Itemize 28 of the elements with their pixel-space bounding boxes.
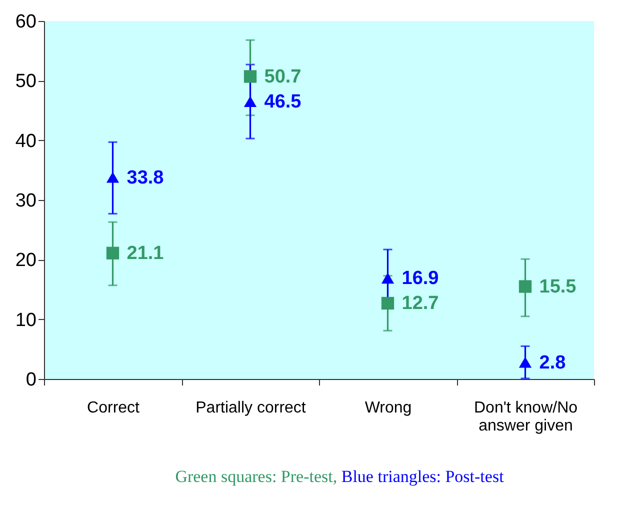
x-tick-label: Don't know/No answer given <box>474 400 578 434</box>
data-label: 33.8 <box>126 167 164 188</box>
legend-caption: Green squares: Pre-test, Blue triangles: Post-test <box>174 467 505 487</box>
y-tick-label: 30 <box>15 190 36 212</box>
point <box>381 296 394 310</box>
x-tick-label: Correct <box>87 400 140 416</box>
point <box>381 272 394 284</box>
y-tick-label: 0 <box>26 370 36 390</box>
y-tick-label: 40 <box>15 130 36 152</box>
point <box>106 172 120 183</box>
data-label: 12.7 <box>402 293 439 314</box>
y-tick-label: 60 <box>15 12 36 32</box>
data-label: 2.8 <box>539 352 566 374</box>
x-tick-label: Wrong <box>364 400 412 416</box>
x-tick-label: Partially correct <box>196 400 306 416</box>
data-label: 15.5 <box>539 276 577 298</box>
point <box>518 280 532 293</box>
point <box>244 70 257 83</box>
y-tick-label: 50 <box>15 71 36 92</box>
point <box>106 246 120 260</box>
y-tick-label: 20 <box>15 250 36 272</box>
point <box>244 96 257 108</box>
data-label: 21.1 <box>126 243 164 264</box>
data-label: 50.7 <box>264 66 302 88</box>
data-label: 46.5 <box>264 92 302 113</box>
point <box>518 356 532 368</box>
data-label: 16.9 <box>402 268 439 290</box>
y-tick-label: 10 <box>15 310 36 331</box>
